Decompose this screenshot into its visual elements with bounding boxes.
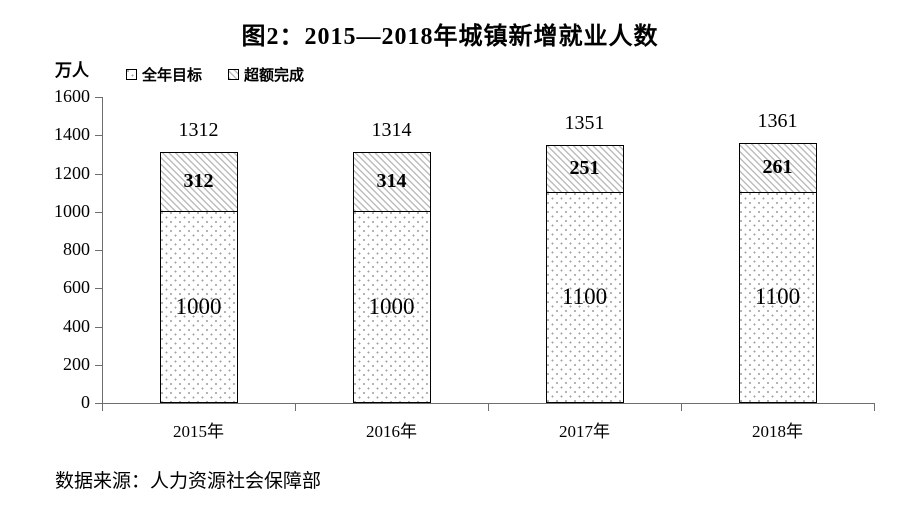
y-axis-line: [102, 97, 103, 403]
x-axis-category-label: 2018年: [752, 422, 803, 441]
bar-exceeded-value: 261: [762, 156, 793, 179]
x-axis-category-label: 2015年: [173, 422, 224, 441]
y-axis-tick-label: 1000: [54, 200, 90, 221]
y-axis-tick: [95, 97, 102, 98]
y-axis-tick: [95, 211, 102, 213]
y-axis-unit-label: 万人: [55, 61, 89, 80]
y-axis-tick-label: 0: [81, 392, 90, 412]
x-axis-category-label: 2016年: [366, 422, 417, 441]
y-axis-tick: [95, 403, 102, 404]
legend-item: 超额完成: [228, 64, 304, 85]
legend-label: 全年目标: [142, 68, 203, 84]
bar-target-value: 1100: [754, 284, 801, 310]
legend-swatch-dots: [126, 69, 137, 80]
y-axis-tick-label: 1600: [54, 86, 90, 106]
y-axis-tick: [95, 364, 102, 366]
bar-segment-target: 1000: [159, 211, 238, 403]
y-axis-tick: [95, 173, 102, 175]
y-axis-tick-label: 400: [63, 315, 90, 336]
x-axis-category-label: 2017年: [559, 422, 610, 441]
y-axis-tick: [95, 326, 102, 328]
legend-swatch-hatch: [228, 69, 240, 80]
bar-segment-exceeded: 312: [159, 152, 238, 212]
y-axis-tick-label: 800: [63, 239, 90, 259]
bar-exceeded-value: 314: [376, 170, 407, 193]
y-axis-tick: [95, 250, 102, 251]
x-axis-tick: [102, 403, 103, 411]
bar-segment-exceeded: 261: [738, 142, 817, 193]
x-axis-tick: [295, 403, 296, 411]
bar-segment-target: 1100: [545, 192, 624, 403]
y-axis-tick-label: 1200: [54, 162, 90, 183]
bar-segment-exceeded: 314: [352, 151, 431, 212]
bar-exceeded-value: 312: [183, 170, 214, 193]
y-axis-tick-label: 200: [63, 353, 90, 374]
bar-segment-target: 1100: [738, 192, 817, 403]
legend-item: 全年目标: [126, 64, 202, 85]
bar-segment-exceeded: 251: [545, 144, 624, 193]
bar-target-value: 1000: [175, 293, 222, 319]
x-axis-tick: [874, 403, 875, 411]
bar-target-value: 1000: [368, 293, 415, 319]
y-axis-tick-label: 600: [63, 277, 90, 298]
y-axis-tick: [95, 288, 102, 290]
bar-exceeded-value: 251: [569, 157, 600, 180]
bar-target-value: 1100: [561, 284, 608, 310]
bar-total-label: 1351: [564, 111, 605, 134]
chart-title: 图2：2015—2018年城镇新增就业人数: [241, 24, 659, 50]
bar-total-label: 1312: [178, 119, 219, 142]
y-axis-tick-label: 1400: [54, 124, 90, 145]
legend: 全年目标 超额完成: [126, 64, 304, 85]
data-source-note: 数据来源：人力资源社会保障部: [55, 471, 322, 492]
y-axis-tick: [95, 135, 102, 137]
bar-total-label: 1361: [757, 109, 798, 132]
x-axis-tick: [488, 403, 489, 411]
x-axis-tick: [681, 403, 682, 411]
bar-segment-target: 1000: [352, 211, 431, 403]
legend-label: 超额完成: [244, 68, 305, 84]
bar-total-label: 1314: [371, 118, 412, 141]
